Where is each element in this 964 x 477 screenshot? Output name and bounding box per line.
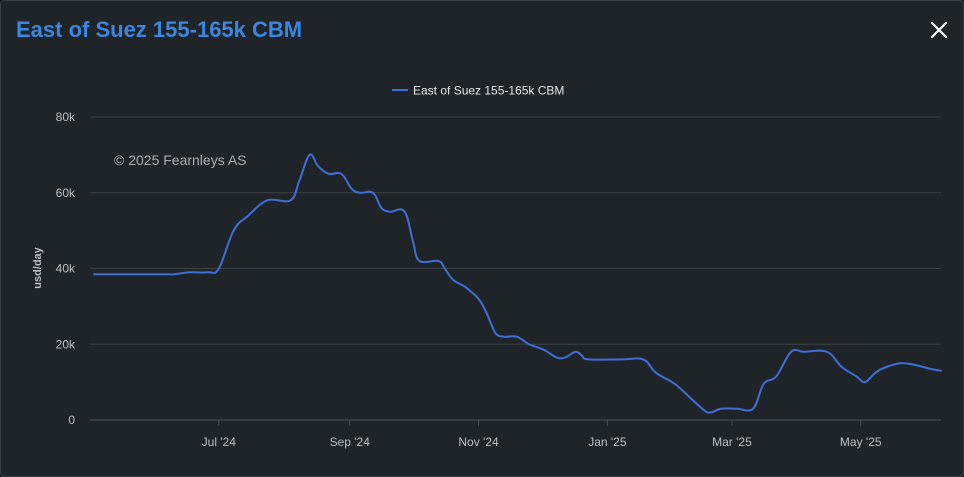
legend-label: East of Suez 155-165k CBM: [413, 84, 564, 98]
y-tick-label: 20k: [56, 337, 76, 351]
y-tick-label: 0: [68, 413, 75, 427]
y-axis-ticks: 0 20k 40k 60k 80k: [56, 110, 76, 427]
y-axis-label: usd/day: [32, 246, 44, 288]
modal-title: East of Suez 155-165k CBM: [16, 17, 303, 42]
x-tick-label: May '25: [840, 435, 882, 449]
y-tick-label: 40k: [56, 262, 76, 276]
grid-lines: [90, 116, 941, 421]
series-line: [93, 153, 942, 414]
x-axis-ticks: Jul '24 Sep '24 Nov '24 Jan '25 Mar '25 May '…: [202, 420, 882, 449]
legend[interactable]: East of Suez 155-165k CBM: [392, 84, 564, 98]
close-icon: [930, 21, 948, 39]
close-button[interactable]: [927, 18, 951, 42]
x-tick-label: Jan '25: [588, 435, 627, 449]
x-tick-label: Mar '25: [712, 435, 752, 449]
x-tick-label: Jul '24: [202, 435, 237, 449]
y-tick-label: 80k: [56, 110, 76, 124]
x-tick-label: Nov '24: [458, 435, 499, 449]
y-tick-label: 60k: [56, 186, 76, 200]
credit-text: © 2025 Fearnleys AS: [114, 152, 247, 168]
x-tick-label: Sep '24: [330, 435, 371, 449]
